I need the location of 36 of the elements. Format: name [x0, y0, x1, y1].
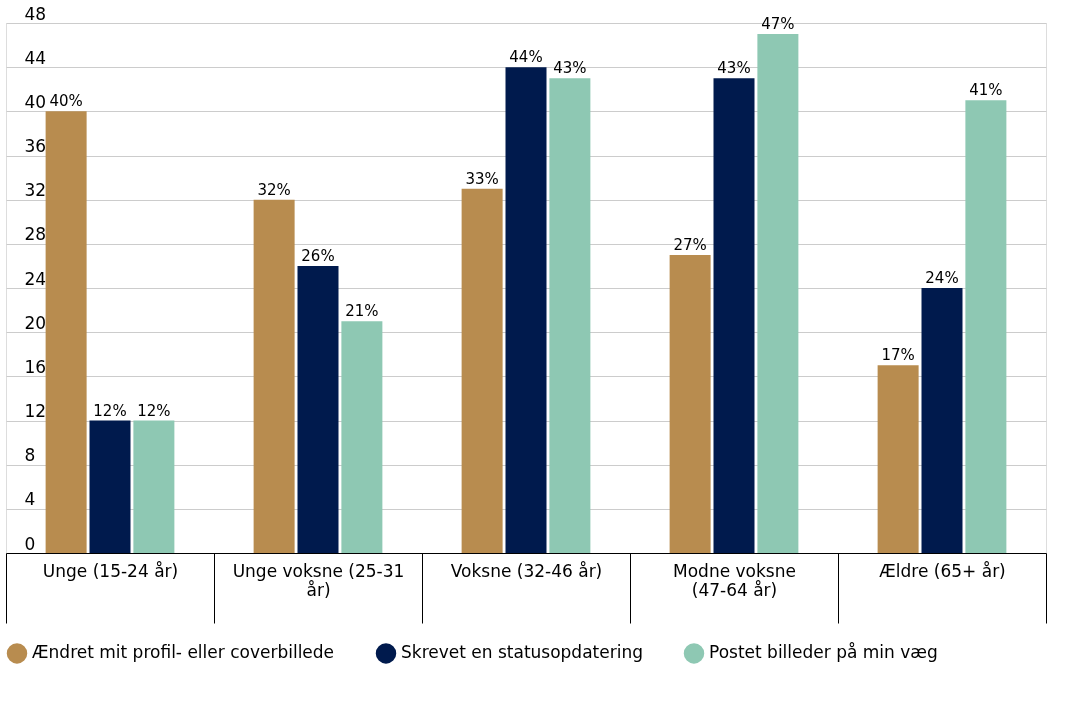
y-tick-label: 4: [24, 489, 36, 510]
y-tick-label: 40: [24, 91, 47, 112]
data-label: 47%: [761, 15, 795, 34]
y-tick-label: 32: [24, 180, 47, 201]
y-tick-label: 44: [24, 47, 47, 68]
y-tick-label: 16: [24, 356, 47, 377]
data-label: 40%: [49, 92, 83, 111]
data-label: 24%: [925, 269, 959, 287]
y-tick-label: 12: [24, 401, 47, 421]
x-tick-label: Unge voksne (25-31 år): [232, 560, 405, 600]
data-label: 43%: [717, 59, 751, 78]
x-tick-label: Modne voksne (47-64 år): [673, 560, 796, 600]
x-tick-label: Unge (15-24 år): [42, 560, 179, 581]
y-tick-label: 28: [24, 224, 47, 245]
y-tick-label: 48: [24, 3, 47, 24]
data-label: 12%: [137, 401, 171, 420]
data-label: 17%: [881, 346, 915, 365]
data-label: 41%: [969, 81, 1003, 100]
x-tick-label: Ældre (65+ år): [879, 560, 1006, 581]
legend-label: Postet billeder på min væg: [709, 642, 938, 663]
y-tick-label: 20: [24, 312, 47, 333]
data-label: 26%: [301, 246, 335, 265]
y-tick-label: 36: [24, 136, 47, 156]
data-label: 33%: [465, 169, 499, 188]
data-label: 32%: [257, 180, 291, 199]
legend-label: Ændret mit profil- eller coverbillede: [32, 642, 335, 663]
y-tick-label: 24: [24, 268, 47, 289]
data-label: 27%: [673, 235, 707, 254]
y-tick-label: 0: [24, 533, 36, 554]
data-label: 44%: [509, 48, 543, 67]
y-tick-label: 8: [24, 445, 36, 466]
data-label: 43%: [553, 59, 587, 78]
data-label: 21%: [345, 302, 379, 321]
data-label: 12%: [93, 401, 127, 420]
legend-label: Skrevet en statusopdatering: [401, 642, 643, 663]
x-tick-label: Voksne (32-46 år): [450, 560, 603, 581]
